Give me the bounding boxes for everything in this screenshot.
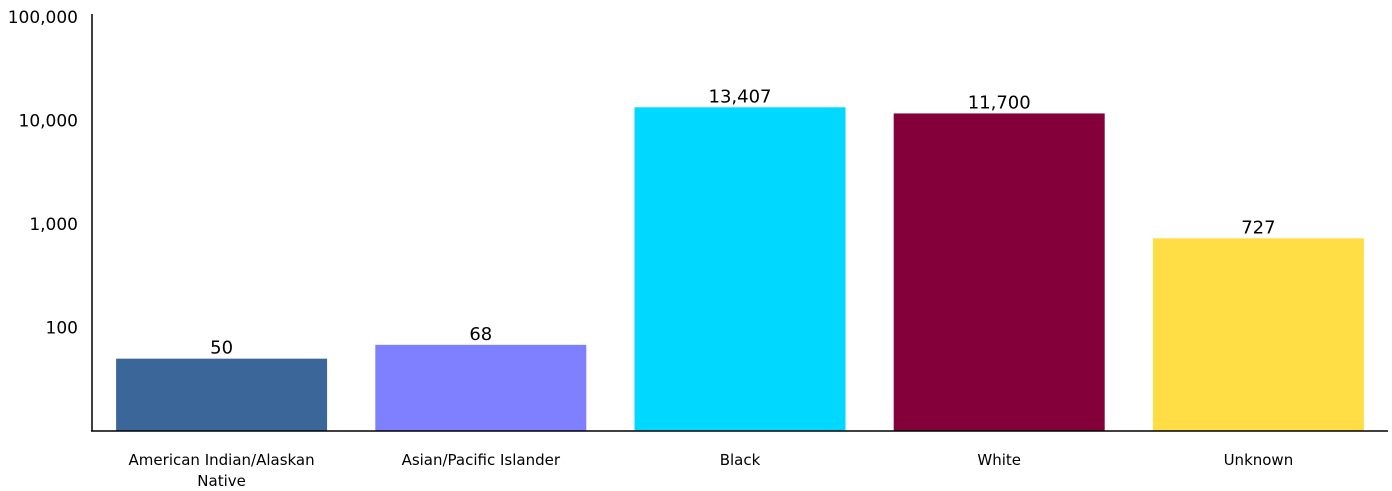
x-category-label: Black [720,451,761,469]
y-tick-label: 100 [46,319,78,339]
bar-value-label: 13,407 [709,86,772,107]
x-category-label: Asian/Pacific Islander [402,451,561,469]
y-tick-label: 1,000 [29,215,78,235]
x-category-label: American Indian/Alaskan Native [129,451,315,490]
bar-value-label: 11,700 [968,92,1031,113]
y-tick-label: 10,000 [19,112,78,132]
x-category-label: White [977,451,1021,469]
y-tick-label: 100,000 [8,8,78,28]
y-axis-ticks: 100 1,000 10,000 100,000 [8,8,78,339]
bar [375,344,587,431]
bar [634,107,846,432]
bar [1152,238,1364,431]
bar-value-label: 68 [469,324,492,345]
category-labels: American Indian/Alaskan Native Asian/Pacif… [129,451,1294,490]
bar-value-label: 727 [1241,217,1275,238]
x-category-label: Unknown [1224,451,1294,469]
value-labels: 50 68 13,407 11,700 727 [210,86,1275,358]
bars [116,107,1364,432]
bar [893,113,1105,432]
bar-value-label: 50 [210,338,233,359]
bar [116,358,328,431]
